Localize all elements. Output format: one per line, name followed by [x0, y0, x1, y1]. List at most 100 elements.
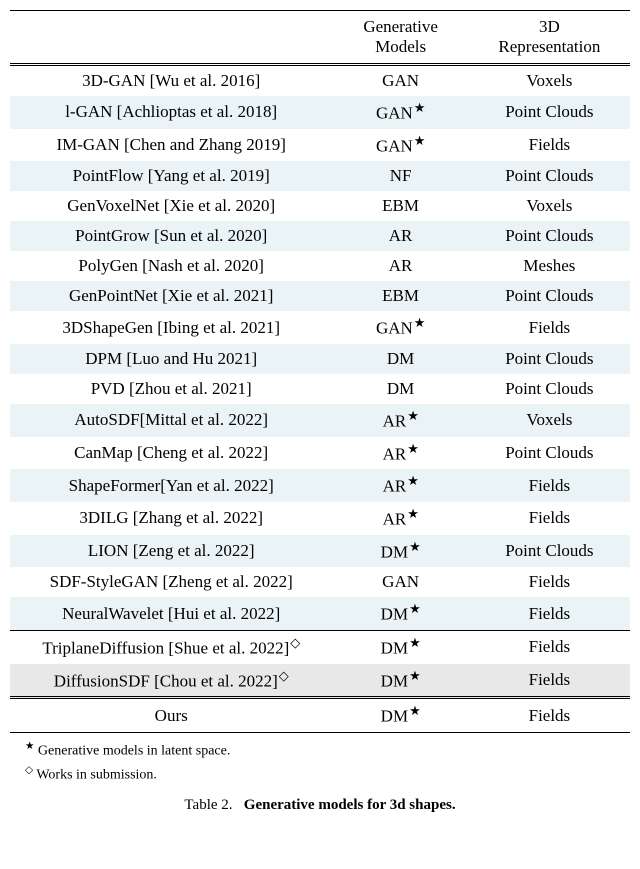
- table-row: SDF-StyleGAN [Zheng et al. 2022]GANField…: [10, 567, 630, 597]
- model-cell: GAN★: [332, 311, 468, 344]
- table-row: 3DILG [Zhang et al. 2022]AR★Fields: [10, 502, 630, 535]
- caption-label: Table 2.: [184, 797, 232, 813]
- table-row: GenPointNet [Xie et al. 2021]EBMPoint Cl…: [10, 281, 630, 311]
- table-row: AutoSDF[Mittal et al. 2022]AR★Voxels: [10, 404, 630, 437]
- table-row: 3DShapeGen [Ibing et al. 2021]GAN★Fields: [10, 311, 630, 344]
- method-cell: GenPointNet [Xie et al. 2021]: [10, 281, 332, 311]
- method-cell: PointGrow [Sun et al. 2020]: [10, 221, 332, 251]
- representation-cell: Voxels: [469, 65, 630, 97]
- method-cell: NeuralWavelet [Hui et al. 2022]: [10, 597, 332, 630]
- model-cell: AR★: [332, 502, 468, 535]
- model-cell: GAN: [332, 567, 468, 597]
- table-row: PointFlow [Yang et al. 2019]NFPoint Clou…: [10, 161, 630, 191]
- star-icon: ★: [409, 669, 420, 683]
- representation-cell: Point Clouds: [469, 535, 630, 568]
- table-row: ShapeFormer[Yan et al. 2022]AR★Fields: [10, 469, 630, 502]
- footnote-diamond-text: Works in submission.: [36, 768, 157, 783]
- representation-cell: Fields: [469, 630, 630, 663]
- representation-cell: Fields: [469, 502, 630, 535]
- table-row: OursDM★Fields: [10, 698, 630, 733]
- representation-cell: Fields: [469, 567, 630, 597]
- caption-title: Generative models for 3d shapes.: [244, 797, 456, 813]
- footnotes: ★ Generative models in latent space. ◇ W…: [10, 739, 630, 787]
- diamond-symbol: ◇: [25, 765, 33, 776]
- model-cell: NF: [332, 161, 468, 191]
- star-icon: ★: [407, 409, 418, 423]
- table-caption: Table 2. Generative models for 3d shapes…: [10, 797, 630, 814]
- diamond-icon: ◇: [290, 636, 300, 650]
- model-cell: DM: [332, 344, 468, 374]
- representation-cell: Point Clouds: [469, 161, 630, 191]
- star-icon: ★: [409, 540, 420, 554]
- method-cell: TriplaneDiffusion [Shue et al. 2022]◇: [10, 630, 332, 663]
- table-row: l-GAN [Achlioptas et al. 2018]GAN★Point …: [10, 96, 630, 129]
- method-cell: DPM [Luo and Hu 2021]: [10, 344, 332, 374]
- representation-cell: Point Clouds: [469, 221, 630, 251]
- model-cell: DM: [332, 374, 468, 404]
- method-cell: PVD [Zhou et al. 2021]: [10, 374, 332, 404]
- representation-cell: Voxels: [469, 404, 630, 437]
- star-icon: ★: [409, 636, 420, 650]
- model-cell: DM★: [332, 535, 468, 568]
- representation-cell: Fields: [469, 698, 630, 733]
- table-row: TriplaneDiffusion [Shue et al. 2022]◇DM★…: [10, 630, 630, 663]
- representation-cell: Point Clouds: [469, 96, 630, 129]
- table-row: 3D-GAN [Wu et al. 2016]GANVoxels: [10, 65, 630, 97]
- method-cell: GenVoxelNet [Xie et al. 2020]: [10, 191, 332, 221]
- representation-cell: Fields: [469, 469, 630, 502]
- representation-cell: Point Clouds: [469, 374, 630, 404]
- footnote-star: ★ Generative models in latent space.: [10, 739, 630, 763]
- method-cell: SDF-StyleGAN [Zheng et al. 2022]: [10, 567, 332, 597]
- method-cell: IM-GAN [Chen and Zhang 2019]: [10, 129, 332, 162]
- model-cell: AR★: [332, 404, 468, 437]
- model-cell: AR★: [332, 437, 468, 470]
- method-cell: 3DShapeGen [Ibing et al. 2021]: [10, 311, 332, 344]
- representation-cell: Fields: [469, 129, 630, 162]
- representation-cell: Fields: [469, 664, 630, 698]
- model-cell: AR: [332, 251, 468, 281]
- method-cell: CanMap [Cheng et al. 2022]: [10, 437, 332, 470]
- diamond-icon: ◇: [279, 669, 289, 683]
- method-cell: PointFlow [Yang et al. 2019]: [10, 161, 332, 191]
- method-cell: l-GAN [Achlioptas et al. 2018]: [10, 96, 332, 129]
- header-representation: Representation: [469, 37, 630, 65]
- model-cell: DM★: [332, 698, 468, 733]
- header-3d: 3D: [469, 11, 630, 38]
- star-icon: ★: [414, 134, 425, 148]
- model-cell: AR★: [332, 469, 468, 502]
- table-row: GenVoxelNet [Xie et al. 2020]EBMVoxels: [10, 191, 630, 221]
- star-icon: ★: [407, 474, 418, 488]
- method-cell: ShapeFormer[Yan et al. 2022]: [10, 469, 332, 502]
- representation-cell: Fields: [469, 597, 630, 630]
- generative-models-table: Generative 3D Models Representation 3D-G…: [10, 10, 630, 733]
- method-cell: DiffusionSDF [Chou et al. 2022]◇: [10, 664, 332, 698]
- star-icon: ★: [407, 507, 418, 521]
- table-body: 3D-GAN [Wu et al. 2016]GANVoxelsl-GAN [A…: [10, 65, 630, 733]
- table-row: IM-GAN [Chen and Zhang 2019]GAN★Fields: [10, 129, 630, 162]
- header-empty-2: [10, 37, 332, 65]
- header-empty-1: [10, 11, 332, 38]
- footnote-diamond: ◇ Works in submission.: [10, 763, 630, 787]
- table-container: Generative 3D Models Representation 3D-G…: [10, 10, 630, 814]
- star-icon: ★: [414, 101, 425, 115]
- representation-cell: Point Clouds: [469, 437, 630, 470]
- model-cell: EBM: [332, 191, 468, 221]
- representation-cell: Point Clouds: [469, 344, 630, 374]
- star-symbol: ★: [25, 741, 34, 752]
- star-icon: ★: [409, 704, 420, 718]
- header-generative: Generative: [332, 11, 468, 38]
- method-cell: AutoSDF[Mittal et al. 2022]: [10, 404, 332, 437]
- model-cell: GAN★: [332, 129, 468, 162]
- model-cell: GAN: [332, 65, 468, 97]
- header-models: Models: [332, 37, 468, 65]
- representation-cell: Fields: [469, 311, 630, 344]
- method-cell: LION [Zeng et al. 2022]: [10, 535, 332, 568]
- model-cell: DM★: [332, 630, 468, 663]
- method-cell: 3DILG [Zhang et al. 2022]: [10, 502, 332, 535]
- table-row: PVD [Zhou et al. 2021]DMPoint Clouds: [10, 374, 630, 404]
- table-row: PointGrow [Sun et al. 2020]ARPoint Cloud…: [10, 221, 630, 251]
- model-cell: DM★: [332, 597, 468, 630]
- table-row: LION [Zeng et al. 2022]DM★Point Clouds: [10, 535, 630, 568]
- table-row: DiffusionSDF [Chou et al. 2022]◇DM★Field…: [10, 664, 630, 698]
- model-cell: DM★: [332, 664, 468, 698]
